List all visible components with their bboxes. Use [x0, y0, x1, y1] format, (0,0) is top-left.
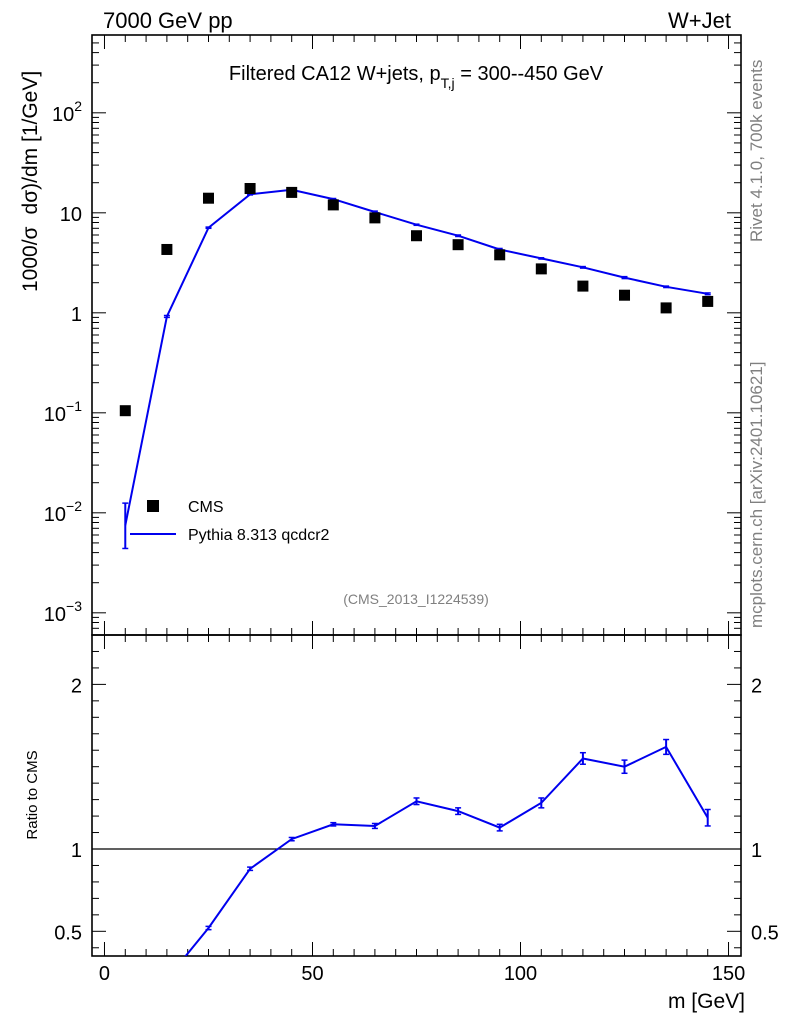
- x-tick-label: 50: [301, 963, 323, 985]
- legend-cms-marker: [147, 500, 159, 512]
- main-y-tick-labels: 10−3 10−2 10−1 1 10 102: [44, 98, 82, 626]
- process-label: W+Jet: [668, 8, 731, 33]
- cms-data-point: [452, 239, 464, 251]
- main-y-tick-label: 10−1: [44, 398, 82, 426]
- main-title: Filtered CA12 W+jets, pT,j = 300--450 Ge…: [229, 63, 604, 91]
- title-tail: = 300--450 GeV: [455, 63, 604, 85]
- legend-cms-label: CMS: [188, 499, 224, 516]
- cms-data-point: [161, 243, 173, 255]
- ratio-series-group: [184, 738, 711, 956]
- analysis-label: (CMS_2013_I1224539): [343, 591, 489, 607]
- ratio-y-tick-label-right: 1: [751, 840, 762, 862]
- ratio-panel: 0.5 0.5 1 1 2 2 0 50 100 150 Ratio to CMS m [GeV…: [24, 634, 779, 1013]
- cms-data-point: [244, 183, 256, 195]
- main-y-tick-label: 10−3: [44, 598, 82, 626]
- cms-data-point: [660, 302, 672, 314]
- x-tick-labels: 0 50 100 150: [99, 963, 745, 985]
- cms-data-point: [535, 263, 547, 275]
- legend: CMS Pythia 8.313 qcdcr2: [130, 499, 330, 544]
- main-y-tick-label: 10: [60, 204, 82, 226]
- title-main: Filtered CA12 W+jets, p: [229, 63, 441, 85]
- x-axis-label: m [GeV]: [668, 990, 745, 1013]
- cms-data-point: [369, 212, 381, 224]
- ratio-axis-ticks: [92, 635, 741, 956]
- main-panel: 10−3 10−2 10−1 1 10 102 Filtered CA12 W+jets,…: [19, 34, 742, 636]
- cms-data-point: [202, 192, 214, 204]
- main-y-tick-label: 1: [71, 304, 82, 326]
- ratio-plot-marks: [92, 738, 741, 956]
- energy-label: 7000 GeV pp: [103, 8, 233, 33]
- ratio-series-line: [184, 745, 709, 956]
- main-y-tick-label: 10−2: [44, 498, 82, 526]
- mcplots-label: mcplots.cern.ch [arXiv:2401.10621]: [747, 362, 766, 628]
- main-frame: [91, 34, 742, 636]
- main-plot-marks: [119, 183, 714, 550]
- ratio-y-tick-label-left: 0.5: [54, 922, 82, 944]
- cms-data-point: [327, 199, 339, 211]
- cms-data-point: [494, 249, 506, 261]
- ratio-y-axis-label: Ratio to CMS: [24, 750, 41, 839]
- title-subscript: T,j: [441, 75, 455, 91]
- y-axis-label-part2: dσ)/dm [1/GeV]: [19, 71, 42, 215]
- x-tick-label: 150: [712, 963, 745, 985]
- main-y-tick-label: 102: [52, 98, 82, 126]
- ratio-y-tick-label-right: 0.5: [751, 922, 779, 944]
- ratio-y-tick-label-left: 2: [71, 675, 82, 697]
- ratio-frame: [91, 634, 742, 957]
- cms-data-point: [702, 295, 714, 307]
- cms-data-point: [619, 289, 631, 301]
- main-axis-ticks: [92, 34, 741, 636]
- y-axis-label: 1000/σ dσ)/dm [1/GeV]: [19, 71, 42, 292]
- cms-data-point: [119, 405, 131, 417]
- cms-data-point: [411, 230, 422, 242]
- cms-data-point: [286, 186, 298, 198]
- y-axis-label-part1: 1000/σ: [19, 226, 42, 292]
- ratio-y-tick-label-right: 2: [751, 675, 762, 697]
- x-tick-label: 100: [504, 963, 537, 985]
- ratio-y-tick-labels: 0.5 0.5 1 1 2 2: [54, 675, 779, 944]
- cms-data-point: [577, 280, 589, 292]
- ratio-y-tick-label-left: 1: [71, 840, 82, 862]
- legend-pythia-label: Pythia 8.313 qcdcr2: [188, 527, 330, 544]
- rivet-label: Rivet 4.1.0, 700k events: [747, 60, 766, 242]
- x-tick-label: 0: [99, 963, 110, 985]
